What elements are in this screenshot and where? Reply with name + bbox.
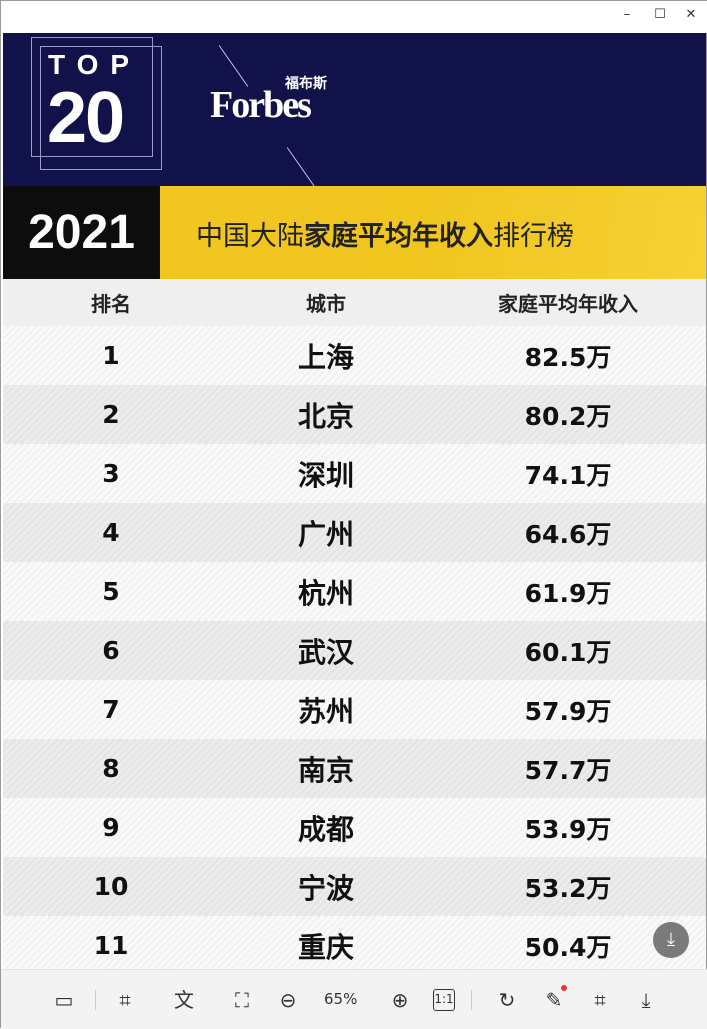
cell-city: 武汉 bbox=[297, 635, 354, 669]
table-row: 3 深圳 74.1万 bbox=[3, 444, 706, 503]
zoom-out-icon[interactable]: ⊖ bbox=[279, 988, 297, 1012]
top-number: 20 bbox=[47, 78, 125, 158]
thumbnails-icon[interactable]: ▭ bbox=[54, 988, 74, 1012]
table-row: 11 重庆 50.4万 bbox=[3, 916, 706, 969]
top-label: TOP bbox=[48, 49, 142, 80]
notification-dot bbox=[561, 985, 567, 991]
title-pre: 中国大陆 bbox=[196, 221, 304, 252]
cell-rank: 3 bbox=[102, 459, 120, 488]
cell-rank: 2 bbox=[102, 400, 120, 429]
title-post: 排行榜 bbox=[493, 221, 574, 252]
col-city: 城市 bbox=[306, 292, 346, 316]
cell-city: 深圳 bbox=[297, 458, 354, 492]
maximize-button[interactable]: ☐ bbox=[654, 7, 666, 22]
table-row: 10 宁波 53.2万 bbox=[3, 857, 706, 916]
cell-rank: 4 bbox=[102, 518, 120, 547]
image-canvas[interactable]: TOP 20 福布斯 Forbes 2021 中国大陆家庭平均年收入排行榜 排名… bbox=[3, 33, 706, 969]
zoom-in-icon[interactable]: ⊕ bbox=[391, 988, 409, 1012]
title-band: 2021 中国大陆家庭平均年收入排行榜 bbox=[3, 186, 706, 279]
title-bar: – ☐ ✕ bbox=[1, 1, 707, 33]
cell-city: 南京 bbox=[297, 753, 354, 787]
col-income: 家庭平均年收入 bbox=[498, 292, 638, 316]
table-row: 7 苏州 57.9万 bbox=[3, 680, 706, 739]
edit-icon[interactable]: ✎ bbox=[541, 985, 567, 1013]
cell-income: 60.1万 bbox=[524, 637, 612, 667]
cell-city: 苏州 bbox=[297, 694, 354, 728]
table-row: 1 上海 82.5万 bbox=[3, 326, 706, 385]
table-row: 6 武汉 60.1万 bbox=[3, 621, 706, 680]
table-header: 排名 城市 家庭平均年收入 bbox=[3, 279, 706, 326]
cell-city: 重庆 bbox=[297, 930, 354, 964]
forbes-logo: Forbes bbox=[210, 84, 312, 126]
table-row: 9 成都 53.9万 bbox=[3, 798, 706, 857]
cell-income: 53.2万 bbox=[524, 873, 612, 903]
actual-size-button[interactable]: 1:1 bbox=[433, 989, 455, 1011]
zoom-level: 65% bbox=[324, 990, 358, 1008]
frame-decoration bbox=[40, 46, 162, 170]
rotate-icon[interactable]: ↻ bbox=[498, 988, 516, 1012]
divider bbox=[471, 990, 472, 1010]
cell-rank: 6 bbox=[102, 636, 120, 665]
cell-rank: 11 bbox=[93, 931, 129, 960]
cell-city: 杭州 bbox=[297, 576, 354, 610]
cell-rank: 5 bbox=[102, 577, 120, 606]
cell-income: 82.5万 bbox=[524, 342, 612, 372]
cell-rank: 8 bbox=[102, 754, 120, 783]
minimize-button[interactable]: – bbox=[623, 7, 631, 22]
ocr-text-icon[interactable]: ⌗ bbox=[119, 988, 131, 1012]
viewer-toolbar: ▭ ⌗ 文 ⛶ ⊖ 65% ⊕ 1:1 ↻ ✎ ⌗ ⤓ bbox=[1, 969, 707, 1029]
cell-city: 上海 bbox=[297, 340, 354, 374]
cell-income: 80.2万 bbox=[524, 401, 612, 431]
cell-rank: 7 bbox=[102, 695, 120, 724]
slash-decoration bbox=[218, 45, 249, 87]
cell-rank: 9 bbox=[102, 813, 120, 842]
download-float-button[interactable]: ⤓ bbox=[653, 922, 689, 958]
cell-city: 广州 bbox=[297, 517, 354, 551]
frame-decoration bbox=[31, 37, 153, 157]
crop-icon[interactable]: ⌗ bbox=[594, 988, 606, 1012]
download-icon[interactable]: ⤓ bbox=[641, 988, 651, 1012]
divider bbox=[95, 990, 96, 1010]
cell-income: 50.4万 bbox=[524, 932, 612, 962]
year: 2021 bbox=[3, 186, 160, 279]
cell-income: 53.9万 bbox=[524, 814, 612, 844]
banner: TOP 20 福布斯 Forbes bbox=[3, 33, 706, 189]
cell-rank: 10 bbox=[93, 872, 129, 901]
cell-income: 57.7万 bbox=[524, 755, 612, 785]
title-bold: 家庭平均年收入 bbox=[304, 221, 493, 252]
table-row: 2 北京 80.2万 bbox=[3, 385, 706, 444]
cell-city: 北京 bbox=[297, 399, 354, 433]
cell-income: 61.9万 bbox=[524, 578, 612, 608]
cell-income: 57.9万 bbox=[524, 696, 612, 726]
table-row: 8 南京 57.7万 bbox=[3, 739, 706, 798]
translate-icon[interactable]: 文 bbox=[174, 988, 194, 1012]
cell-income: 74.1万 bbox=[524, 460, 612, 490]
col-rank: 排名 bbox=[91, 292, 131, 316]
cell-city: 成都 bbox=[297, 812, 354, 846]
fit-screen-icon[interactable]: ⛶ bbox=[235, 988, 249, 1012]
cell-income: 64.6万 bbox=[524, 519, 612, 549]
cell-city: 宁波 bbox=[297, 871, 354, 905]
chart-title: 中国大陆家庭平均年收入排行榜 bbox=[196, 214, 574, 253]
cell-rank: 1 bbox=[102, 341, 120, 370]
slash-decoration bbox=[286, 147, 317, 189]
table-row: 4 广州 64.6万 bbox=[3, 503, 706, 562]
forbes-cn-logo: 福布斯 bbox=[285, 76, 327, 92]
close-button[interactable]: ✕ bbox=[685, 7, 697, 22]
table-row: 5 杭州 61.9万 bbox=[3, 562, 706, 621]
